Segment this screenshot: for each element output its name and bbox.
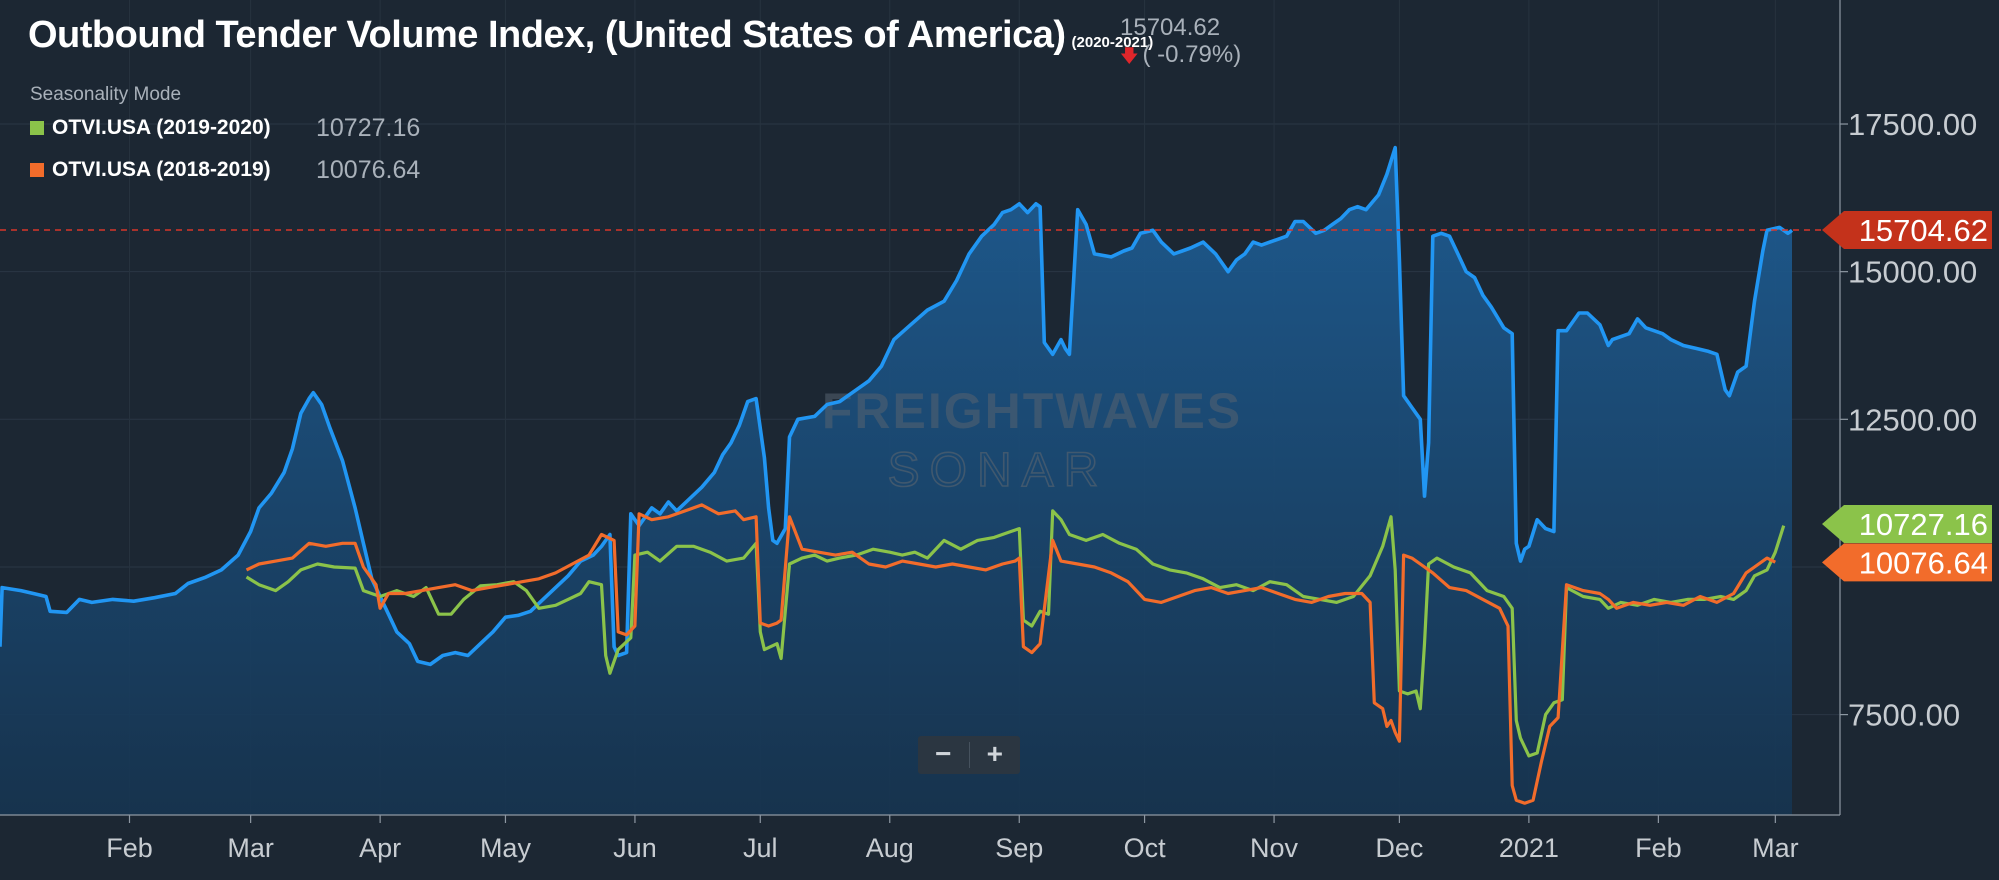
x-tick-label: Dec <box>1375 833 1423 863</box>
title-period: (2020-2021) <box>1071 34 1154 51</box>
y-tick-label: 17500.00 <box>1848 107 1977 142</box>
down-arrow-icon: 🡇 <box>1120 46 1139 66</box>
legend-label: OTVI.USA (2018-2019) <box>52 158 271 181</box>
x-tick-label: Feb <box>106 833 153 863</box>
x-tick-label: Nov <box>1250 833 1299 863</box>
chart-title: Outbound Tender Volume Index, (United St… <box>28 14 1066 56</box>
x-tick-label: Sep <box>995 833 1043 863</box>
x-tick-label: Mar <box>1752 833 1799 863</box>
x-tick-label: May <box>480 833 532 863</box>
x-tick-label: Aug <box>866 833 914 863</box>
x-tick-label: Feb <box>1635 833 1682 863</box>
freightwaves-sonar-watermark: FREIGHTWAVES SONAR <box>822 383 1242 498</box>
legend-label: OTVI.USA (2019-2020) <box>52 116 271 139</box>
chart-header: Outbound Tender Volume Index, (United St… <box>28 14 1153 57</box>
x-tick-label: Mar <box>227 833 274 863</box>
seasonality-mode-label: Seasonality Mode <box>30 84 182 105</box>
y-tick-label: 15000.00 <box>1848 255 1977 290</box>
series-lines <box>0 145 1794 805</box>
x-tick-label: Jul <box>743 833 778 863</box>
series-line-3 <box>245 503 1777 805</box>
series-area-fill <box>0 147 1792 816</box>
legend-item-2018-2019[interactable]: OTVI.USA (2018-2019) 10076.64 <box>30 158 420 183</box>
zoom-divider <box>968 742 970 768</box>
x-tick-label: Jun <box>613 833 657 863</box>
current-value-block: 15704.62 🡇( -0.79%) <box>1120 14 1241 70</box>
value-badge-3 <box>1822 543 1992 582</box>
x-tick-label: 2021 <box>1499 833 1559 863</box>
y-tick-label: 7500.00 <box>1848 698 1960 733</box>
zoom-in-button[interactable]: + <box>986 738 1003 769</box>
legend-value: 10727.16 <box>316 114 421 142</box>
series-line-2 <box>245 509 1786 758</box>
watermark-line1: FREIGHTWAVES <box>822 383 1242 439</box>
percent-change: ( -0.79%) <box>1142 41 1242 68</box>
zoom-controls: − + <box>918 736 1020 774</box>
axes: 17500.00 15000.00 12500.00 7500.00 Feb Mar Apr… <box>0 0 1977 863</box>
legend-swatch-green <box>30 121 44 135</box>
legend-swatch-orange <box>30 163 44 177</box>
watermark-line2: SONAR <box>888 444 1109 497</box>
primary-area <box>0 147 1792 816</box>
zoom-out-button[interactable]: − <box>935 738 952 769</box>
value-badge-1 <box>1822 211 1992 250</box>
y-tick-label: 12500.00 <box>1848 402 1977 437</box>
value-badge-label: 15704.62 <box>1859 213 1988 248</box>
value-badge-label: 10076.64 <box>1859 545 1988 580</box>
current-value: 15704.62 <box>1120 14 1221 41</box>
value-badge-2 <box>1822 505 1992 544</box>
x-tick-label: Apr <box>359 833 401 863</box>
x-tick-label: Oct <box>1124 833 1167 863</box>
value-badge-label: 10727.16 <box>1859 507 1988 542</box>
legend-item-2019-2020[interactable]: OTVI.USA (2019-2020) 10727.16 <box>30 116 420 141</box>
legend-value: 10076.64 <box>316 156 421 184</box>
